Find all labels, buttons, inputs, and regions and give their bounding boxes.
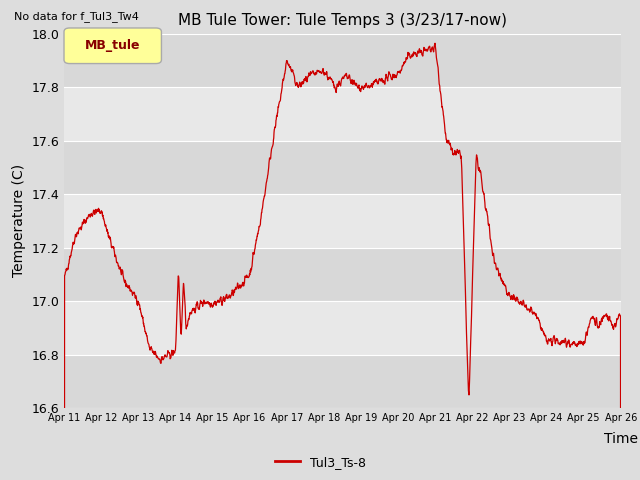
X-axis label: Time: Time: [604, 432, 638, 446]
FancyBboxPatch shape: [64, 28, 161, 63]
Bar: [64, 141, 621, 194]
Legend: Tul3_Ts-8: Tul3_Ts-8: [269, 451, 371, 474]
Title: MB Tule Tower: Tule Temps 3 (3/23/17-now): MB Tule Tower: Tule Temps 3 (3/23/17-now…: [178, 13, 507, 28]
Bar: [64, 34, 621, 87]
Y-axis label: Temperature (C): Temperature (C): [12, 164, 26, 277]
Text: No data for f_Tul3_Tw4: No data for f_Tul3_Tw4: [14, 11, 139, 22]
Bar: [64, 248, 621, 301]
Bar: [64, 355, 621, 408]
Text: MB_tule: MB_tule: [85, 39, 140, 52]
